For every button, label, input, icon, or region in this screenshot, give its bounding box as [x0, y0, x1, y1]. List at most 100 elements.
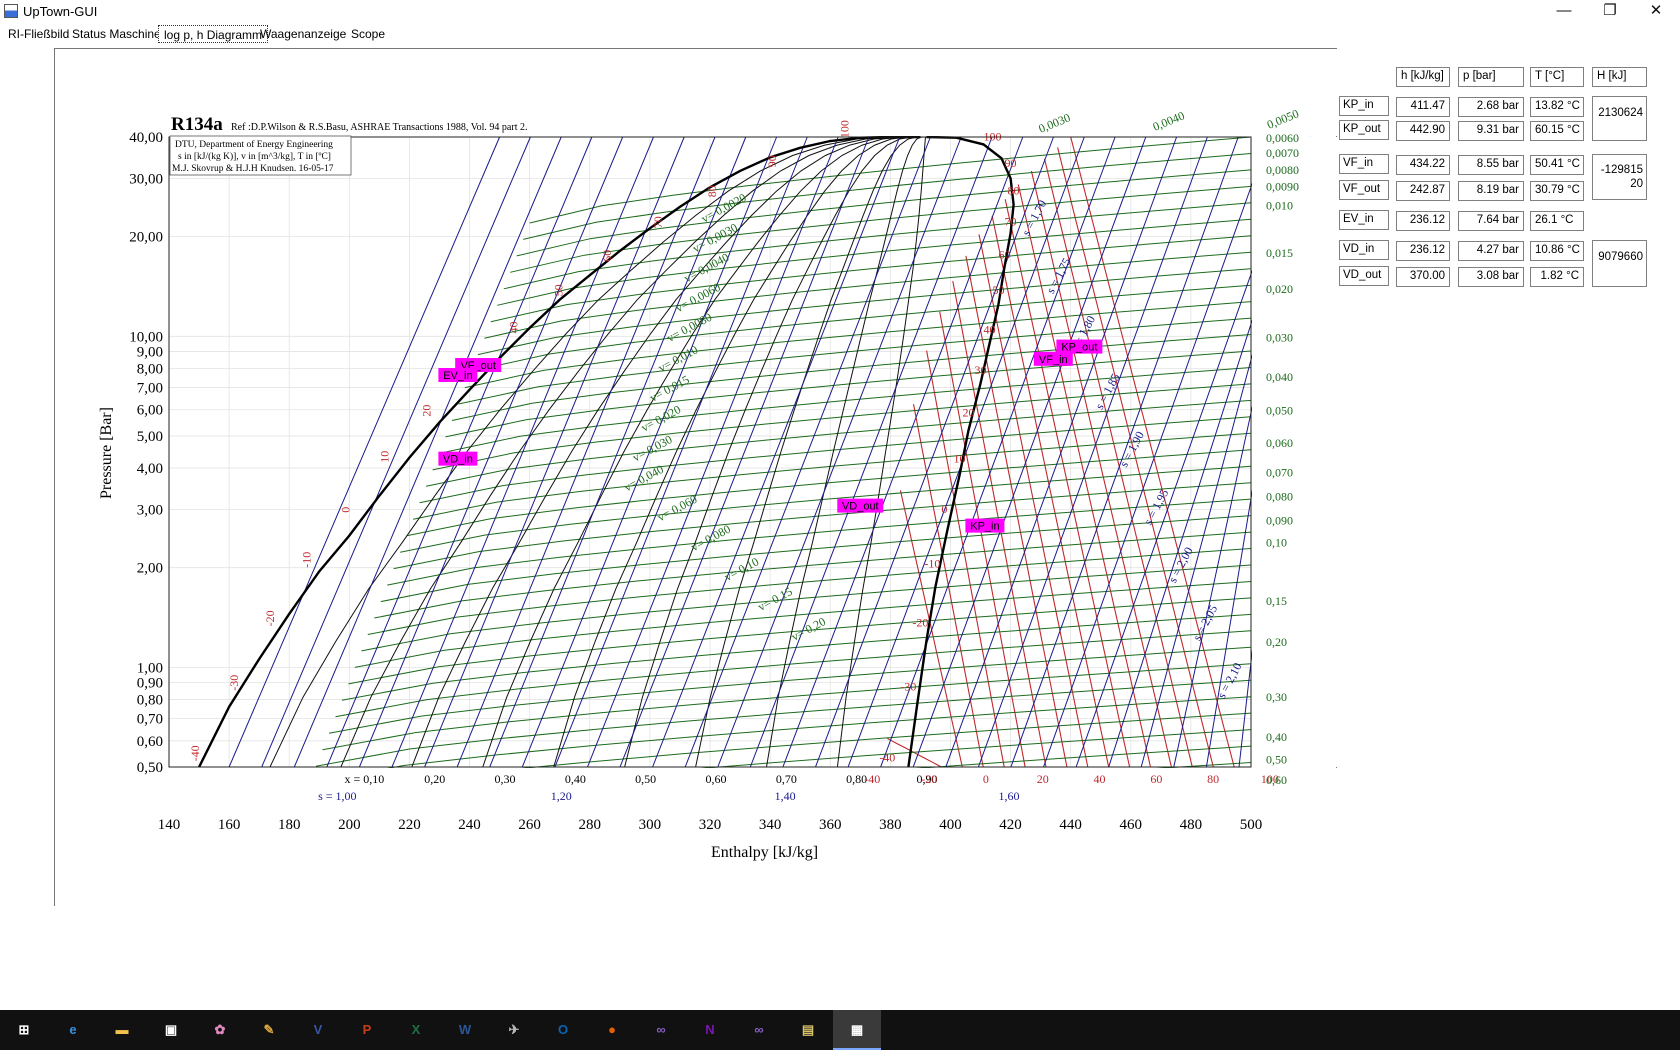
- taskbar-start-button[interactable]: ⊞: [0, 1010, 48, 1050]
- isotherm-bottom-label: -40: [864, 772, 880, 786]
- powerpoint-icon: P: [362, 1022, 372, 1037]
- isentrope-line: [521, 136, 778, 768]
- info-line-3: M.J. Skovrup & H.J.H Knudsen. 16-05-17: [172, 164, 334, 174]
- isochore-right-label: 0,10: [1266, 535, 1287, 549]
- isotherm-line: [887, 737, 942, 768]
- x-tick-label: 260: [518, 817, 541, 833]
- isotherm-line: [1070, 136, 1235, 768]
- isentrope-line: [847, 136, 1085, 768]
- isochore-inline-label: v= 0,030: [630, 432, 674, 464]
- taskbar-edge-button[interactable]: e: [49, 1010, 97, 1050]
- liquid-temp-label: 0: [338, 507, 352, 513]
- taskbar-uptown-button[interactable]: ▦: [833, 1010, 881, 1050]
- liquid-temp-label: 50: [552, 284, 566, 296]
- isentrope-line: [358, 136, 624, 768]
- kp-out-t: 60.15 °C: [1530, 121, 1584, 141]
- y-tick-label: 10,00: [129, 329, 163, 345]
- x-tick-label: 420: [999, 817, 1022, 833]
- tab-log-p-h-diagramm[interactable]: log p, h Diagramm: [158, 25, 269, 43]
- taskbar-store-button[interactable]: ▣: [147, 1010, 195, 1050]
- taskbar-tool-button[interactable]: ✈: [490, 1010, 538, 1050]
- close-button[interactable]: ✕: [1649, 2, 1663, 19]
- explorer-icon: ▬: [115, 1022, 129, 1037]
- tool-icon: ✈: [508, 1022, 520, 1037]
- header-h: h [kJ/kg]: [1396, 67, 1450, 87]
- taskbar-onenote-button[interactable]: N: [686, 1010, 734, 1050]
- taskbar-archive-button[interactable]: ▤: [784, 1010, 832, 1050]
- isochore-right-label: 0,050: [1266, 404, 1293, 418]
- vapor-temp-label: 10: [953, 452, 965, 466]
- x-tick-label: 300: [639, 817, 662, 833]
- isochore-line: [451, 334, 1252, 421]
- isentrope-line: [1043, 136, 1270, 768]
- isotherm-bottom-label: 20: [1037, 772, 1049, 786]
- taskbar-explorer-button[interactable]: ▬: [98, 1010, 146, 1050]
- isochore-line: [445, 350, 1252, 438]
- isentrope-inline-label: s = 1,75: [1043, 255, 1073, 296]
- taskbar-firefox-button[interactable]: ●: [588, 1010, 636, 1050]
- y-tick-label: 4,00: [137, 461, 163, 477]
- isochore-right-label: 0,30: [1266, 690, 1287, 704]
- taskbar-visualstudio-button[interactable]: ∞: [637, 1010, 685, 1050]
- tab-status-maschine[interactable]: Status Maschine: [72, 27, 161, 41]
- isotherm-bottom-label: 80: [1207, 772, 1219, 786]
- header-t: T [°C]: [1530, 67, 1584, 87]
- visualstudio-icon: ∞: [656, 1022, 666, 1037]
- isentrope-line: [912, 136, 1147, 768]
- isotherm-line: [1057, 147, 1214, 768]
- vapor-temp-label: -40: [879, 750, 895, 764]
- isochore-line: [315, 679, 1252, 767]
- y-tick-label: 1,00: [137, 660, 163, 676]
- isochore-right-label: 0,0060: [1266, 131, 1299, 145]
- liquid-temp-label: -20: [263, 610, 277, 626]
- vapor-temp-label: 80: [1008, 184, 1020, 198]
- state-point-vf-in-label: VF_in: [1039, 354, 1068, 366]
- liquid-temp-label: 20: [419, 405, 433, 417]
- isochore-line: [529, 136, 1252, 224]
- state-point-vd-out-marker: [837, 498, 884, 513]
- taskbar-visualstudio2-button[interactable]: ∞: [735, 1010, 783, 1050]
- taskbar-powerpoint-button[interactable]: P: [343, 1010, 391, 1050]
- tab-ri-fliessbild[interactable]: RI-Fließbild: [8, 27, 70, 41]
- header-hkj: H [kJ]: [1592, 67, 1647, 87]
- x-tick-label: 500: [1240, 817, 1263, 833]
- taskbar-outlook-button[interactable]: O: [539, 1010, 587, 1050]
- taskbar-paint-button[interactable]: ✎: [245, 1010, 293, 1050]
- header-p: p [bar]: [1458, 67, 1524, 87]
- isentrope-line: [228, 136, 501, 768]
- y-tick-label: 3,00: [137, 502, 163, 518]
- isochore-line: [497, 218, 1252, 306]
- tab-waagenanzeige[interactable]: Waagenanzeige: [260, 27, 347, 41]
- entropy-bottom-label: 1,20: [551, 789, 572, 803]
- window-title: UpTown-GUI: [23, 4, 98, 19]
- isochore-right-label: 0,030: [1266, 330, 1293, 344]
- isochore-inline-label: v= 0,010: [656, 343, 700, 375]
- liquid-temp-label: -10: [299, 552, 313, 568]
- taskbar-paint3d-button[interactable]: ✿: [196, 1010, 244, 1050]
- minimize-button[interactable]: —: [1556, 2, 1572, 19]
- x-tick-label: 240: [458, 817, 481, 833]
- isentrope-line: [749, 136, 993, 768]
- excel-icon: X: [411, 1022, 421, 1037]
- x-tick-label: 200: [338, 817, 361, 833]
- isochore-line: [367, 548, 1252, 635]
- quality-line: [836, 136, 927, 768]
- taskbar-visio-button[interactable]: V: [294, 1010, 342, 1050]
- isochore-line: [471, 284, 1252, 372]
- restore-button[interactable]: ❐: [1603, 2, 1617, 19]
- quality-line: [695, 136, 925, 768]
- isochore-line: [374, 531, 1252, 619]
- ev-in-p: 7.64 bar: [1458, 211, 1524, 231]
- taskbar-excel-button[interactable]: X: [392, 1010, 440, 1050]
- isentrope-line: [977, 136, 1208, 768]
- isochore-right-label: 0,010: [1266, 199, 1293, 213]
- isochore-inline-label: v= 0,080: [689, 522, 733, 554]
- isochore-right-label: 0,070: [1266, 466, 1293, 480]
- y-tick-label: 20,00: [129, 230, 163, 246]
- row-label-vf-in: VF_in: [1339, 154, 1389, 174]
- taskbar-word-button[interactable]: W: [441, 1010, 489, 1050]
- y-tick-label: 0,90: [137, 675, 163, 691]
- tab-scope[interactable]: Scope: [351, 27, 386, 41]
- start-icon: ⊞: [18, 1022, 30, 1037]
- state-point-vd-in-label: VD_in: [443, 454, 473, 466]
